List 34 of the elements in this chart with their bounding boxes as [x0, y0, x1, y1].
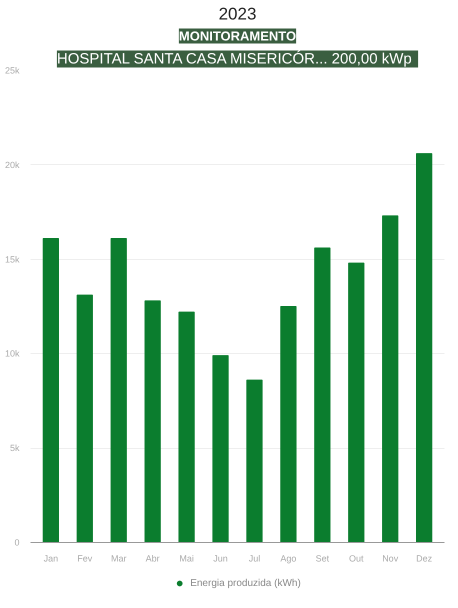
x-tick-label: Fev: [77, 554, 93, 564]
y-tick-label: 20k: [4, 160, 20, 170]
bar: [178, 312, 195, 542]
text: MONITORAMENTO: [178, 28, 296, 44]
bar: [144, 300, 161, 542]
bar: [348, 262, 364, 542]
bar: [212, 355, 229, 542]
y-tick-label: 15k: [4, 254, 20, 264]
bar: [382, 215, 398, 542]
bar: [280, 306, 297, 542]
legend-label: Energia produzida (kWh): [190, 577, 301, 589]
x-tick-label: Abr: [146, 554, 160, 564]
bar: [314, 247, 330, 542]
y-tick-label: 25k: [4, 66, 20, 76]
bar: [416, 153, 432, 542]
bar: [246, 380, 263, 542]
bar: [76, 294, 93, 542]
x-tick-label: Jun: [213, 554, 228, 564]
text: HOSPITAL SANTA CASA MISERICÓR... 200,00 kWp: [56, 50, 412, 68]
y-tick-label: 10k: [4, 348, 20, 359]
x-tick-label: Set: [316, 554, 330, 564]
x-tick-label: Out: [349, 554, 364, 564]
chart-title: 2023: [218, 4, 256, 24]
x-tick-label: Dez: [416, 554, 433, 564]
bar: [110, 238, 127, 542]
bar: [42, 238, 59, 542]
x-tick-label: Nov: [382, 554, 399, 564]
x-tick-label: Mar: [110, 554, 126, 564]
x-tick-label: Mai: [179, 554, 194, 564]
x-tick-label: Jan: [44, 554, 58, 564]
x-tick-label: Jul: [248, 554, 260, 564]
x-tick-label: Ago: [280, 554, 296, 564]
y-tick-label: 5k: [10, 443, 20, 454]
y-tick-label: 0: [14, 538, 20, 548]
